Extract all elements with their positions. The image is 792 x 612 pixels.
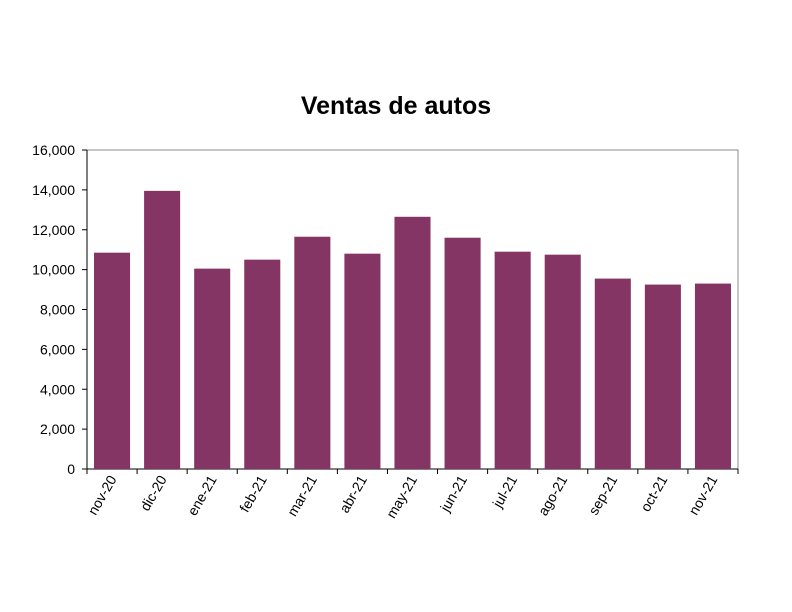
y-tick-label: 2,000 [40,421,75,437]
x-tick-label: abr-21 [336,472,370,515]
x-tick-label: nov-21 [685,472,720,517]
x-tick-label: dic-20 [137,472,170,513]
bar [144,190,181,469]
y-tick-label: 14,000 [32,182,75,198]
x-tick-label: sep-21 [585,472,620,517]
bar [544,254,581,469]
x-tick-label: nov-20 [84,472,119,517]
bar [294,236,331,469]
bar [94,252,131,469]
bar [394,216,431,469]
y-tick-label: 12,000 [32,222,75,238]
bar [244,259,281,469]
bar [494,251,531,469]
x-tick-label: jun-21 [436,472,470,515]
y-tick-label: 0 [67,461,75,477]
chart-title: Ventas de autos [300,92,492,120]
y-tick-label: 10,000 [32,262,75,278]
x-tick-label: mar-21 [284,472,320,519]
y-tick-label: 8,000 [40,302,75,318]
bar [344,253,381,469]
bar [644,284,681,469]
x-tick-label: oct-21 [637,472,670,514]
x-tick-label: ene-21 [184,472,220,518]
y-tick-label: 6,000 [40,341,75,357]
y-tick-label: 4,000 [40,381,75,397]
x-tick-label: jul-21 [489,472,521,511]
bar [694,283,731,469]
bar [594,278,631,469]
bar [444,237,481,469]
x-tick-label: may-21 [383,472,420,521]
y-tick-label: 16,000 [32,142,75,158]
bar [194,268,231,469]
x-tick-label: ago-21 [535,472,571,518]
x-tick-label: feb-21 [236,472,270,515]
